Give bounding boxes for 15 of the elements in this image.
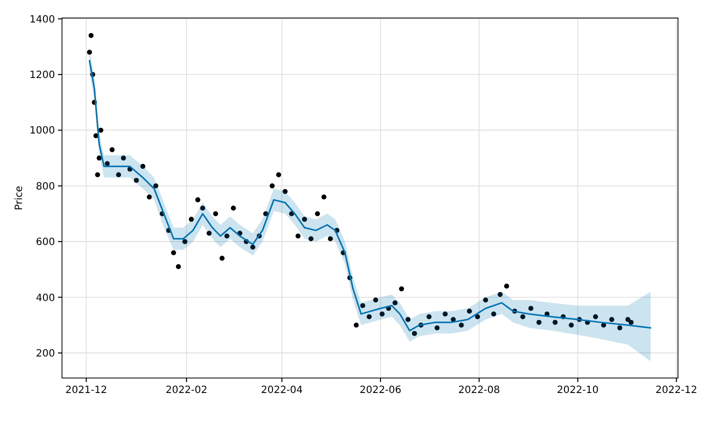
x-tick-label: 2022-10 xyxy=(556,385,599,396)
x-tick-label: 2022-02 xyxy=(166,385,208,396)
y-tick-label: 400 xyxy=(36,292,55,304)
x-tick-label: 2022-08 xyxy=(458,385,500,396)
y-tick-label: 1200 xyxy=(30,70,55,82)
x-tick-label: 2022-04 xyxy=(260,385,303,396)
y-tick-label: 200 xyxy=(36,348,55,360)
y-tick-label: 600 xyxy=(36,237,55,248)
y-tick-label: 800 xyxy=(36,181,55,192)
y-tick-label: 1400 xyxy=(30,14,55,26)
x-tick-label: 2022-12 xyxy=(655,385,698,396)
x-tick-label: 2022-06 xyxy=(360,385,402,396)
x-tick-label: 2021-12 xyxy=(65,385,108,396)
y-tick-label: 1000 xyxy=(30,126,55,137)
y-axis-title: Price xyxy=(14,186,25,210)
